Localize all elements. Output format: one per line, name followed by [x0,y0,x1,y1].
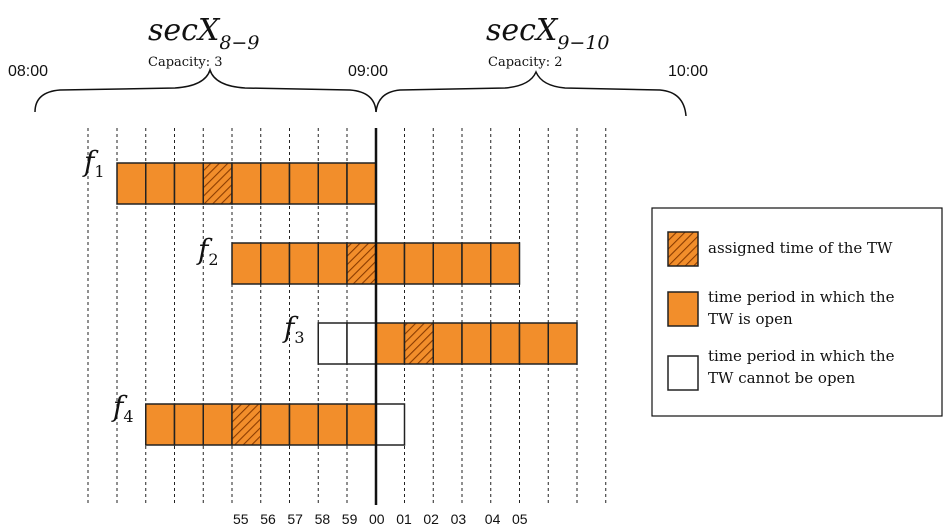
sector-title-1: secX8−9 [148,13,259,54]
flight-label-f2: f2 [196,233,219,269]
minute-axis-labels: 55 56 57 58 59 00 01 02 03 04 05 [233,511,528,527]
minute-label: 05 [512,511,528,527]
legend-box [651,207,943,417]
sector-capacity-1: Capacity: 3 [148,55,223,70]
flight-1-cell-open [260,162,291,205]
flight-4-cell-closed [375,403,406,446]
flight-2-cell-open [403,242,434,285]
legend-label-open: time period in which the TW is open [708,288,899,328]
flight-2-cell-open [432,242,463,285]
hour-label-1000: 10:00 [668,63,708,80]
sector-title-2: secX9−10 [486,13,610,54]
flight-1-cell-open [173,162,204,205]
flight-2-cell-assigned [346,242,377,285]
flight-3-cell-assigned [403,322,434,365]
flight-1-cell-open [116,162,147,205]
minute-label: 57 [287,511,303,527]
flight-3-cell-open [375,322,406,365]
flight-3-cell-open [432,322,463,365]
flight-1-cell-open [288,162,319,205]
flight-4-cell-open [260,403,291,446]
minute-label: 55 [233,511,249,527]
minute-label: 02 [423,511,439,527]
flight-label-f3: f3 [282,311,305,347]
legend-swatch-closed [667,355,699,391]
flight-label-f1: f1 [82,145,105,181]
minute-label: 00 [369,511,385,527]
flight-1-cell-open [231,162,262,205]
legend-swatch-open [667,291,699,327]
flight-4-cell-open [346,403,377,446]
minute-label: 56 [260,511,276,527]
flight-2-cell-open [375,242,406,285]
minute-label: 58 [315,511,331,527]
flight-3-cell-open [461,322,492,365]
flight-2-cell-open [490,242,521,285]
sector-capacity-2: Capacity: 2 [488,55,563,70]
flight-label-f4: f4 [111,390,134,426]
flight-1-cell-open [145,162,176,205]
sector-brace-1 [34,67,377,113]
flight-3-cell-closed [317,322,348,365]
sector-brace-2 [375,70,687,117]
flight-2-cell-open [317,242,348,285]
flight-2-cell-open [288,242,319,285]
flight-4-cell-assigned [231,403,262,446]
flight-4-cell-open [145,403,176,446]
hour-label-0800: 08:00 [8,63,48,80]
minute-label: 01 [396,511,412,527]
flight-4-cell-open [173,403,204,446]
flight-bars [116,162,578,446]
flight-3-cell-open [490,322,521,365]
minute-label: 04 [485,511,501,527]
minute-label: 03 [451,511,467,527]
legend-swatch-assigned [667,231,699,267]
legend-label-assigned: assigned time of the TW [708,239,893,257]
minute-label: 59 [342,511,358,527]
legend-label-closed: time period in which the TW cannot be op… [708,347,899,387]
flight-1-cell-assigned [202,162,233,205]
flight-3-cell-open [518,322,549,365]
flight-4-cell-open [288,403,319,446]
flight-2-cell-open [231,242,262,285]
flight-1-cell-open [317,162,348,205]
flight-4-cell-open [202,403,233,446]
hour-label-0900: 09:00 [348,63,388,80]
flight-2-cell-open [260,242,291,285]
flight-2-cell-open [461,242,492,285]
flight-4-cell-open [317,403,348,446]
flight-3-cell-closed [346,322,377,365]
flight-3-cell-open [547,322,578,365]
flight-1-cell-open [346,162,377,205]
